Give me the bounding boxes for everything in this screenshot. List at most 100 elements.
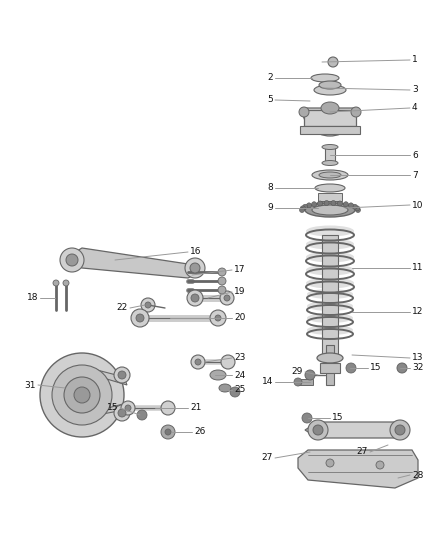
Circle shape [40,353,124,437]
Circle shape [331,200,336,206]
Circle shape [218,286,226,294]
Text: 1: 1 [412,55,418,64]
Text: 14: 14 [261,377,273,386]
Circle shape [356,207,360,213]
Text: 19: 19 [234,287,246,296]
Bar [304,110,356,126]
Ellipse shape [311,74,339,82]
Bar [300,126,360,134]
Circle shape [191,294,199,302]
Ellipse shape [307,289,353,299]
Ellipse shape [321,102,339,114]
Circle shape [299,107,309,117]
Circle shape [355,206,360,211]
Ellipse shape [317,353,343,363]
Circle shape [303,204,308,209]
Ellipse shape [219,384,231,392]
Ellipse shape [306,252,354,262]
Bar [322,235,338,355]
Circle shape [66,254,78,266]
Circle shape [114,367,130,383]
Ellipse shape [210,370,226,380]
Circle shape [218,277,226,285]
Circle shape [351,107,361,117]
Wedge shape [302,108,358,136]
Circle shape [161,425,175,439]
Circle shape [302,413,312,423]
Ellipse shape [315,201,345,208]
Circle shape [349,203,353,208]
Circle shape [328,57,338,67]
Circle shape [220,291,234,305]
Text: 18: 18 [27,294,38,303]
Circle shape [300,206,305,211]
Text: 27: 27 [261,454,273,463]
Bar [325,147,335,163]
Circle shape [121,401,135,415]
Text: 29: 29 [292,367,303,376]
Ellipse shape [319,81,341,89]
Circle shape [187,290,203,306]
Circle shape [191,355,205,369]
Text: 9: 9 [267,204,273,213]
Circle shape [118,409,126,417]
Circle shape [131,309,149,327]
Circle shape [210,310,226,326]
Circle shape [141,298,155,312]
Circle shape [230,387,240,397]
Bar [297,379,313,385]
Circle shape [224,295,230,301]
Circle shape [318,201,322,206]
Circle shape [125,405,131,411]
Text: 5: 5 [267,95,273,104]
Circle shape [352,204,357,209]
Circle shape [395,425,405,435]
Circle shape [313,425,323,435]
Text: 15: 15 [106,403,118,413]
Polygon shape [305,422,408,438]
Ellipse shape [315,184,345,192]
Circle shape [305,370,315,380]
Text: 7: 7 [412,171,418,180]
Text: 15: 15 [370,364,381,373]
Polygon shape [97,370,127,385]
Circle shape [74,387,90,403]
Text: 22: 22 [117,303,128,312]
Circle shape [390,420,410,440]
Circle shape [53,280,59,286]
Circle shape [145,302,151,308]
Circle shape [185,258,205,278]
Polygon shape [97,403,127,415]
Circle shape [215,315,221,321]
Text: 26: 26 [194,427,205,437]
Circle shape [136,314,144,322]
Text: 16: 16 [190,247,201,256]
Circle shape [190,263,200,273]
Bar [320,363,340,373]
Text: 27: 27 [357,448,368,456]
Circle shape [397,363,407,373]
Ellipse shape [307,301,353,311]
Ellipse shape [307,325,353,335]
Text: 31: 31 [25,381,36,390]
Ellipse shape [312,205,348,215]
Text: 11: 11 [412,263,424,272]
Circle shape [311,201,317,207]
Text: 13: 13 [412,353,424,362]
Ellipse shape [306,225,354,237]
Ellipse shape [312,170,348,180]
Text: 24: 24 [234,370,245,379]
Ellipse shape [305,203,355,217]
Circle shape [161,401,175,415]
Circle shape [64,377,100,413]
Circle shape [60,248,84,272]
Circle shape [376,461,384,469]
Ellipse shape [306,264,354,276]
Circle shape [195,359,201,365]
Circle shape [308,420,328,440]
Ellipse shape [307,313,353,323]
Bar [318,193,342,201]
Ellipse shape [322,160,338,166]
Polygon shape [298,450,418,488]
Ellipse shape [306,238,354,249]
